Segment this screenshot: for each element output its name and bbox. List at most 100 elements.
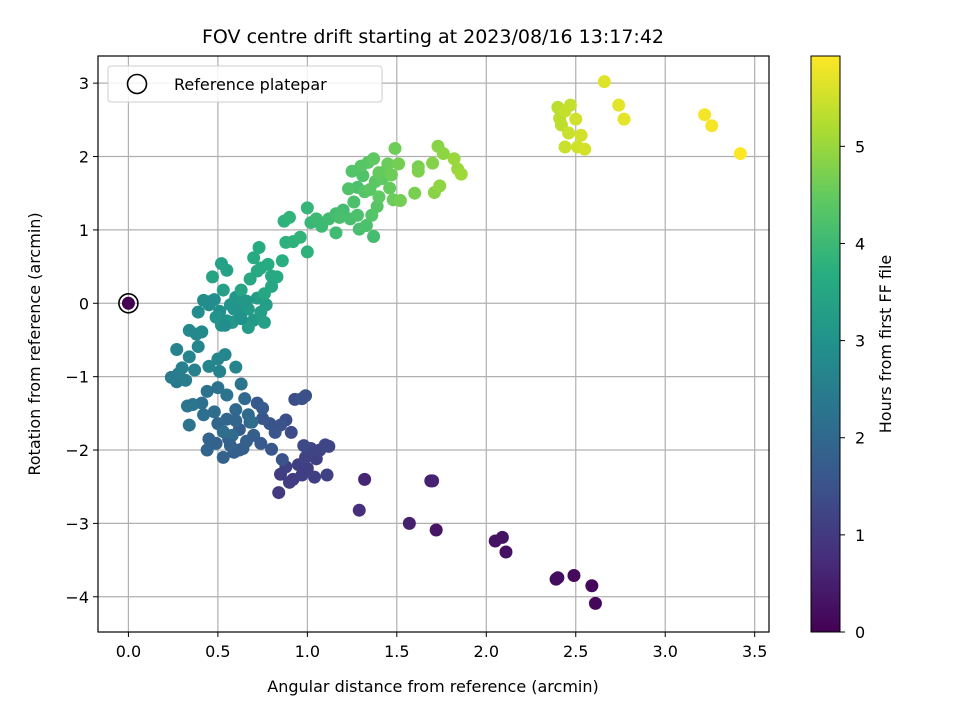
data-point (200, 443, 214, 457)
colorbar-tick-label: 2 (855, 429, 865, 448)
legend-box (107, 65, 383, 103)
y-tick-label: −3 (65, 514, 89, 533)
data-point (191, 340, 205, 354)
data-point (588, 596, 602, 610)
data-point (384, 168, 398, 182)
data-point (227, 302, 241, 316)
data-point (733, 147, 747, 161)
colorbar-gradient (810, 55, 841, 633)
data-point (180, 399, 194, 413)
y-axis-ticks: −4 −3 −2 −1 0 1 2 3 (65, 74, 98, 607)
legend-entry-label: Reference platepar (174, 75, 327, 94)
data-point (562, 126, 576, 140)
data-point (372, 166, 386, 180)
data-point (585, 579, 599, 593)
data-point (447, 152, 461, 166)
data-point (216, 425, 230, 439)
data-point (197, 408, 211, 422)
data-point (206, 270, 220, 284)
data-point (195, 325, 209, 339)
data-point (612, 98, 626, 112)
x-tick-label: 2.0 (474, 642, 499, 661)
data-point (213, 365, 227, 379)
data-point (426, 156, 440, 170)
data-point (229, 360, 243, 374)
colorbar-tick-label: 3 (855, 332, 865, 351)
data-point (333, 210, 347, 224)
y-tick-label: −4 (65, 588, 89, 607)
y-tick-label: 2 (79, 148, 89, 167)
reference-platepar-marker (118, 292, 139, 314)
data-point (216, 283, 230, 297)
data-point (284, 425, 298, 439)
x-tick-label: 1.0 (295, 642, 320, 661)
y-tick-label: 3 (79, 74, 89, 93)
data-point (617, 112, 631, 126)
data-point (342, 182, 356, 196)
data-point (254, 436, 268, 450)
data-point (234, 283, 248, 297)
data-point (234, 312, 248, 326)
data-point (705, 119, 719, 133)
y-tick-label: −1 (65, 368, 89, 387)
data-point (261, 257, 275, 271)
data-point (359, 218, 373, 232)
data-point (367, 152, 381, 166)
data-point (308, 470, 322, 484)
data-point (402, 516, 416, 530)
data-point (352, 503, 366, 517)
data-point (381, 157, 395, 171)
data-point (245, 415, 259, 429)
data-point (358, 472, 372, 486)
data-point (499, 545, 513, 559)
colorbar-ticks: 0 1 2 3 4 5 (840, 137, 865, 642)
data-point (247, 251, 261, 265)
data-point (574, 128, 588, 142)
data-point (578, 142, 592, 156)
data-point (179, 373, 193, 387)
data-point (347, 195, 361, 209)
data-point (229, 403, 243, 417)
data-point (268, 425, 282, 439)
data-point (214, 257, 228, 271)
data-point (202, 359, 216, 373)
data-point (275, 254, 289, 268)
data-point (329, 226, 343, 240)
data-point (182, 418, 196, 432)
x-tick-label: 2.5 (563, 642, 588, 661)
colorbar-tick-label: 4 (855, 234, 865, 253)
data-point (322, 439, 336, 453)
data-point (270, 270, 284, 284)
data-point (558, 140, 572, 154)
data-point (393, 194, 407, 208)
data-point (392, 157, 406, 171)
data-point (551, 571, 565, 585)
data-point (293, 230, 307, 244)
colorbar-tick-label: 1 (855, 526, 865, 545)
data-point (182, 350, 196, 364)
data-point (238, 392, 252, 406)
data-point (272, 486, 286, 500)
data-point (202, 432, 216, 446)
data-point (191, 305, 205, 319)
legend: Reference platepar (107, 65, 383, 103)
data-point (223, 439, 237, 453)
x-axis-label: Angular distance from reference (arcmin) (267, 677, 598, 696)
grid-lines (98, 56, 769, 632)
data-point (256, 411, 270, 425)
data-point (220, 388, 234, 402)
legend-reference-marker (126, 73, 148, 95)
y-tick-label: 0 (79, 294, 89, 313)
data-point (698, 108, 712, 122)
reference-marker-layer (118, 292, 139, 314)
data-point (240, 294, 254, 308)
data-point (257, 315, 271, 329)
data-point (252, 241, 266, 255)
y-tick-label: 1 (79, 221, 89, 240)
data-point (350, 208, 364, 222)
x-tick-label: 0.0 (116, 642, 141, 661)
data-point (426, 474, 440, 488)
data-point (200, 384, 214, 398)
